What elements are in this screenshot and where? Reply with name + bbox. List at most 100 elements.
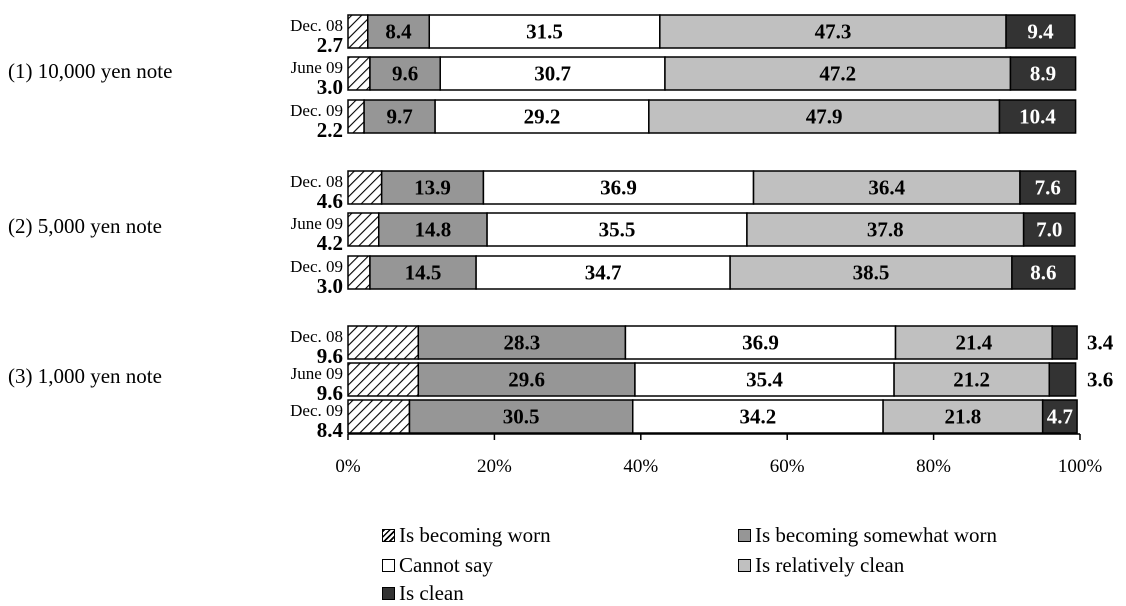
data-label: 9.6 <box>317 344 343 368</box>
period-label: June 09 <box>291 364 343 383</box>
legend-item-relatively-clean: Is relatively clean <box>738 552 904 578</box>
bar-segment <box>894 325 1053 360</box>
legend-item-becoming-worn: Is becoming worn <box>382 522 551 548</box>
bar-segment <box>634 362 895 397</box>
data-label: 36.9 <box>742 331 779 355</box>
legend-swatch-dark-gray <box>738 528 751 542</box>
data-label: 8.4 <box>385 20 412 44</box>
bar-segment <box>347 99 365 134</box>
data-label: 4.7 <box>1047 405 1073 429</box>
legend-swatch-white <box>382 558 395 572</box>
bar-segment <box>729 255 1013 290</box>
bar-segment <box>347 362 420 397</box>
data-label: 21.2 <box>953 368 990 392</box>
data-label: 3.0 <box>317 75 343 99</box>
data-label: 9.4 <box>1027 20 1054 44</box>
period-label: Dec. 09 <box>290 257 343 276</box>
legend-swatch-hatch <box>382 528 395 542</box>
bar-segment <box>482 170 755 205</box>
data-label: 10.4 <box>1019 105 1056 129</box>
data-label: 9.7 <box>386 105 412 129</box>
data-label: 9.6 <box>317 381 343 405</box>
legend-label: Is becoming worn <box>399 522 551 547</box>
bar-segment <box>347 325 420 360</box>
bar-segment <box>1005 14 1076 49</box>
group-label: (3) 1,000 yen note <box>8 364 162 388</box>
data-label: 2.7 <box>317 33 343 57</box>
data-label: 47.3 <box>815 20 852 44</box>
bar-segment <box>363 99 436 134</box>
data-label: 9.6 <box>392 62 418 86</box>
data-label: 30.5 <box>503 405 540 429</box>
bar-segment <box>347 170 383 205</box>
bar-segment <box>882 399 1044 434</box>
bar-segment <box>998 99 1077 134</box>
bar-segment <box>439 56 666 91</box>
period-label: June 09 <box>291 58 343 77</box>
bar-segment <box>1022 212 1076 247</box>
bar-segment <box>1041 399 1078 434</box>
data-label: 31.5 <box>526 20 563 44</box>
legend-label: Is relatively clean <box>755 552 905 577</box>
period-label: June 09 <box>291 214 343 233</box>
data-label: 21.4 <box>955 331 992 355</box>
bar-segment <box>417 325 627 360</box>
bar-segment <box>347 255 371 290</box>
bar-segment <box>377 212 488 247</box>
data-label: 4.2 <box>317 231 343 255</box>
bar-segment <box>746 212 1025 247</box>
data-label: 35.4 <box>746 368 783 392</box>
x-tick-label: 60% <box>770 456 805 477</box>
data-label: 8.4 <box>317 418 344 442</box>
bar-segment <box>369 56 441 91</box>
data-label: 28.3 <box>503 331 540 355</box>
data-label: 7.6 <box>1035 176 1061 200</box>
legend-swatch-light-gray <box>738 558 751 572</box>
data-label: 3.0 <box>317 274 343 298</box>
bar-segment <box>408 399 634 434</box>
bar-segment <box>893 362 1051 397</box>
data-label: 14.8 <box>415 218 452 242</box>
data-label: 14.5 <box>405 261 442 285</box>
data-label: 4.6 <box>317 189 343 213</box>
data-label: 8.6 <box>1030 261 1056 285</box>
bar-segment <box>648 99 1001 134</box>
bar-segment <box>347 399 411 434</box>
data-label: 36.9 <box>600 176 637 200</box>
group-label: (1) 10,000 yen note <box>8 59 172 83</box>
data-label: 34.7 <box>585 261 622 285</box>
bar-segment <box>631 399 884 434</box>
period-label: Dec. 08 <box>290 16 343 35</box>
data-label: 36.4 <box>868 176 905 200</box>
x-tick-label: 100% <box>1058 456 1103 477</box>
bar-segment <box>380 170 485 205</box>
data-label: 3.4 <box>1087 331 1114 355</box>
bar-segment <box>659 14 1007 49</box>
legend-item-cannot-say: Cannot say <box>382 552 493 578</box>
data-label: 3.6 <box>1087 368 1113 392</box>
x-tick-label: 80% <box>916 456 951 477</box>
legend-swatch-black <box>382 586 395 600</box>
data-label: 34.2 <box>740 405 777 429</box>
bar-segment <box>434 99 650 134</box>
bar-segment <box>1011 255 1076 290</box>
data-label: 2.2 <box>317 118 343 142</box>
bar-segment <box>347 14 369 49</box>
legend-label: Cannot say <box>399 552 493 577</box>
legend-label: Is clean <box>399 580 464 605</box>
data-label: 8.9 <box>1030 62 1056 86</box>
group-label: (2) 5,000 yen note <box>8 214 162 238</box>
bar-segment <box>1048 362 1077 397</box>
bar-segment <box>1009 56 1077 91</box>
data-label: 38.5 <box>853 261 890 285</box>
bar-segment <box>752 170 1021 205</box>
data-label: 35.5 <box>599 218 636 242</box>
data-label: 47.2 <box>819 62 856 86</box>
bar-segment <box>369 255 477 290</box>
x-tick-label: 0% <box>335 456 361 477</box>
period-label: Dec. 09 <box>290 401 343 420</box>
data-label: 30.7 <box>534 62 571 86</box>
bar-segment <box>428 14 661 49</box>
legend-item-somewhat-worn: Is becoming somewhat worn <box>738 522 997 548</box>
